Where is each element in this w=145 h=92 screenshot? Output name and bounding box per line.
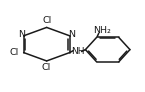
- Text: N: N: [68, 30, 75, 39]
- Text: Cl: Cl: [9, 48, 19, 57]
- Text: Cl: Cl: [43, 16, 52, 25]
- Text: NH₂: NH₂: [93, 26, 110, 35]
- Text: NH: NH: [71, 47, 84, 56]
- Text: Cl: Cl: [41, 63, 51, 72]
- Text: N: N: [18, 30, 25, 39]
